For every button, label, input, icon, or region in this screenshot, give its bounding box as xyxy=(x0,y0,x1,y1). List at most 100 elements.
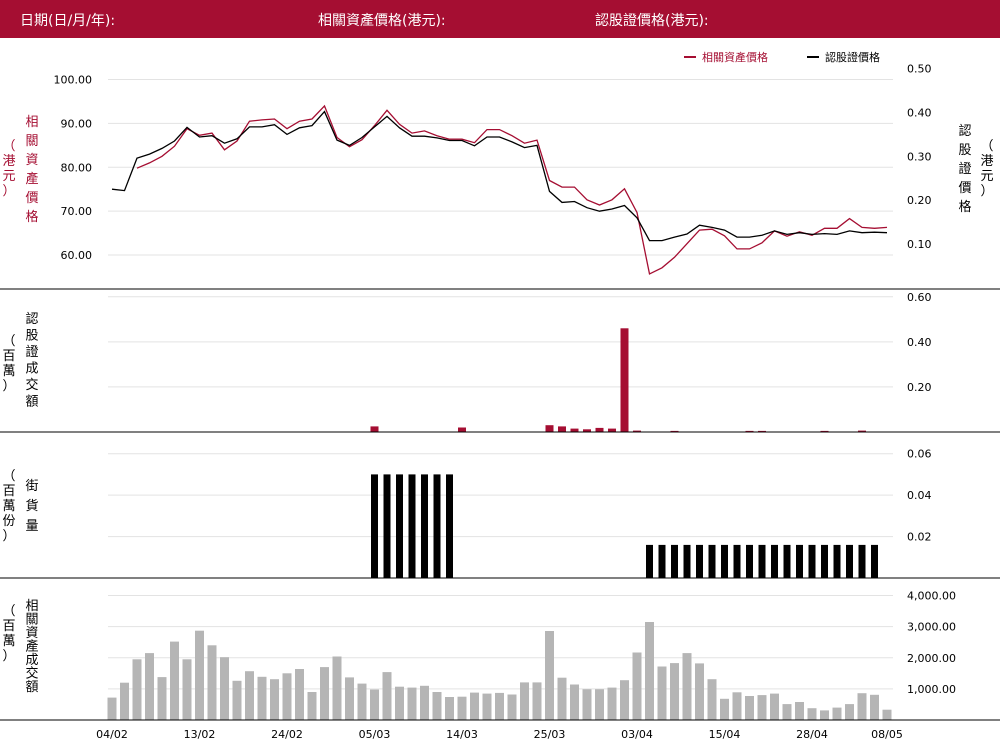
bar xyxy=(683,544,691,578)
bar xyxy=(545,425,554,432)
legend-label-underlying: 相關資產價格 xyxy=(702,50,768,64)
tick-label: 0.02 xyxy=(907,531,932,544)
y-axis-title-left: 產 xyxy=(25,171,38,187)
bar xyxy=(632,652,642,720)
y-axis-title-left: 價 xyxy=(25,191,38,206)
bar xyxy=(732,692,742,720)
bar xyxy=(557,677,567,720)
bar xyxy=(495,692,504,720)
bar xyxy=(207,645,217,720)
y-axis-title: 股 xyxy=(25,329,38,344)
bar xyxy=(295,669,304,720)
bar xyxy=(620,680,629,720)
bar xyxy=(145,653,154,720)
bar xyxy=(220,657,229,720)
bar xyxy=(833,544,841,578)
tick-label: 70.00 xyxy=(61,205,93,218)
bar xyxy=(607,687,617,720)
tick-label: 0.10 xyxy=(907,238,932,251)
bar xyxy=(583,429,591,432)
bar xyxy=(582,689,592,720)
y-axis-title: 相 xyxy=(25,599,38,614)
bar xyxy=(433,474,441,578)
bar xyxy=(382,672,392,720)
bar xyxy=(720,698,729,720)
y-axis-title: 額 xyxy=(25,680,38,695)
bar xyxy=(633,430,641,432)
x-tick-label: 03/04 xyxy=(621,728,653,741)
tick-label: 80.00 xyxy=(61,161,93,174)
bar xyxy=(170,641,179,720)
y-axis-title-left: 相 xyxy=(25,115,38,130)
bar xyxy=(457,696,467,720)
bar xyxy=(620,328,629,432)
y-axis-unit: （ xyxy=(2,469,15,484)
warrant-price-label: 認股證價格(港元): xyxy=(595,13,709,29)
bar xyxy=(858,544,866,578)
bar xyxy=(671,544,678,578)
x-tick-label: 05/03 xyxy=(359,728,391,741)
y-axis-title: 額 xyxy=(25,395,38,410)
bar xyxy=(270,679,279,720)
bar xyxy=(658,544,666,578)
y-axis-unit-right: 元 xyxy=(980,169,993,184)
y-axis-unit: 萬 xyxy=(2,499,15,514)
bar xyxy=(371,474,378,578)
bar xyxy=(558,426,566,432)
tick-label: 0.06 xyxy=(907,448,932,461)
tick-label: 100.00 xyxy=(54,74,93,87)
date-label: 日期(日/月/年): xyxy=(20,13,116,29)
tick-label: 0.04 xyxy=(907,489,932,502)
bar xyxy=(696,544,703,578)
bar xyxy=(758,544,766,578)
bar xyxy=(820,710,829,720)
bar xyxy=(657,666,667,720)
y-axis-title-right: 股 xyxy=(958,143,971,158)
bar xyxy=(482,693,492,720)
underlying-price-line xyxy=(136,104,888,275)
tick-label: 0.20 xyxy=(907,381,932,394)
y-axis-unit-left: 港 xyxy=(2,154,15,169)
tick-label: 2,000.00 xyxy=(907,652,956,665)
tick-label: 90.00 xyxy=(61,117,93,130)
bar xyxy=(507,694,517,720)
bar xyxy=(396,474,403,578)
tick-label: 0.40 xyxy=(907,106,932,119)
y-axis-unit-left: （ xyxy=(2,139,15,154)
bar xyxy=(357,683,367,720)
bar xyxy=(420,685,429,720)
bar xyxy=(345,677,354,720)
tick-label: 0.20 xyxy=(907,194,932,207)
bar xyxy=(421,474,428,578)
y-axis-title-right: 格 xyxy=(958,199,971,215)
bar xyxy=(782,704,792,720)
bar xyxy=(570,428,579,432)
y-axis-title-left: 格 xyxy=(25,209,38,225)
bar xyxy=(470,692,479,720)
bar xyxy=(257,676,267,720)
bar xyxy=(845,704,854,720)
bar xyxy=(532,682,542,720)
tick-label: 0.40 xyxy=(907,336,932,349)
bar xyxy=(195,630,204,720)
bar xyxy=(721,544,728,578)
bar xyxy=(846,544,853,578)
tick-label: 60.00 xyxy=(61,249,93,262)
x-tick-label: 04/02 xyxy=(96,728,128,741)
y-axis-title: 成 xyxy=(25,362,38,377)
bar xyxy=(821,544,828,578)
y-axis-title: 產 xyxy=(25,639,38,655)
warrant-price-line xyxy=(111,110,888,242)
y-axis-unit: ） xyxy=(2,529,15,544)
y-axis-unit: 萬 xyxy=(2,634,15,649)
bar xyxy=(383,474,391,578)
x-tick-label: 08/05 xyxy=(871,728,903,741)
x-tick-label: 13/02 xyxy=(184,728,216,741)
bar xyxy=(682,653,692,720)
bar xyxy=(882,709,892,720)
y-axis-title: 量 xyxy=(25,519,38,534)
bar xyxy=(733,544,741,578)
tick-label: 4,000.00 xyxy=(907,590,956,603)
y-axis-title-left: 資 xyxy=(25,153,38,168)
bar xyxy=(783,544,791,578)
